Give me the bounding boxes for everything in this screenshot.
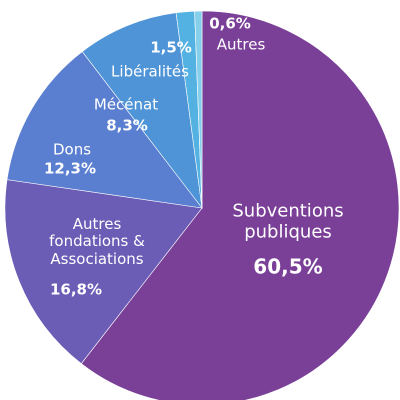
slice-label: Autres [216,35,266,54]
value-label: 1,5% [150,38,192,57]
pie-slice [81,12,203,210]
slice-label: Libéralités [111,62,189,81]
value-label: 12,3% [43,159,97,178]
slice-label: Mécénat [93,95,159,114]
value-label: 8,3% [106,116,148,135]
value-label: 16,8% [49,280,103,299]
pie-slice [4,179,203,365]
value-label: 60,5% [253,254,323,279]
slice-label: Autres fondations & Associations [49,215,145,268]
slice-label: Dons [52,140,92,159]
value-label: 0,6% [209,14,251,33]
pie-slice [194,10,203,209]
pie-slice [80,10,400,400]
pie-slice [6,51,203,209]
slice-label: Subventions publiques [232,200,344,242]
